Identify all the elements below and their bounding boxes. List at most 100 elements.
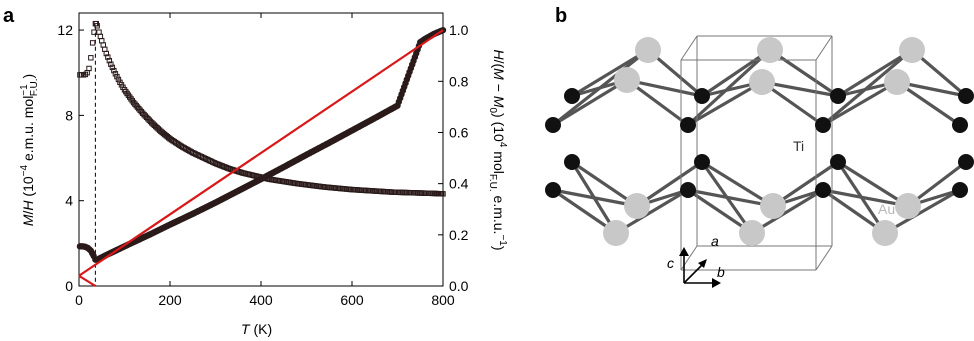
ti-atom xyxy=(952,117,968,133)
ti-atom xyxy=(694,154,710,170)
ti-atom xyxy=(680,182,696,198)
y-right-tick-label: 1.0 xyxy=(449,22,469,38)
fit-line-low-segment xyxy=(78,274,96,287)
au-atom xyxy=(614,67,640,93)
data-point xyxy=(102,46,108,52)
ti-atom xyxy=(564,154,580,170)
y-axis-right: 0.0 0.2 0.4 0.6 0.8 1.0 xyxy=(438,22,469,294)
bond xyxy=(700,48,772,98)
ti-atom xyxy=(958,88,974,104)
au-atom xyxy=(872,220,898,246)
ti-atom xyxy=(815,117,831,133)
ti-label: Ti xyxy=(793,138,804,154)
ti-atom xyxy=(830,88,846,104)
ti-atom xyxy=(958,154,974,170)
au-atom xyxy=(749,69,775,95)
y-right-tick-label: 0.6 xyxy=(449,124,469,140)
bond xyxy=(614,188,690,235)
ti-atom xyxy=(564,88,580,104)
ti-atom xyxy=(830,154,846,170)
data-point xyxy=(112,71,119,77)
ti-atom xyxy=(545,182,561,198)
ti-atom xyxy=(545,117,561,133)
panel-b-label: b xyxy=(555,5,567,27)
bond xyxy=(836,48,914,98)
au-atom xyxy=(757,37,783,63)
x-tick-label: 800 xyxy=(431,292,455,308)
data-point xyxy=(115,76,122,83)
au-label: Au xyxy=(878,201,895,217)
ti-atom xyxy=(680,117,696,133)
data-point xyxy=(96,29,102,35)
x-tick-label: 0 xyxy=(75,292,83,308)
bond xyxy=(551,48,650,127)
y-left-tick-label: 4 xyxy=(65,193,73,209)
bond xyxy=(836,160,910,208)
au-atom xyxy=(895,193,921,219)
bond xyxy=(821,80,899,127)
bond xyxy=(570,48,650,98)
axis-b-label: b xyxy=(717,264,725,280)
data-point xyxy=(103,50,109,57)
unit-cell-edge xyxy=(815,245,833,271)
data-point xyxy=(106,57,113,64)
au-atom xyxy=(884,69,910,95)
data-point xyxy=(86,65,92,72)
series-inverse-susceptibility xyxy=(76,26,447,263)
au-atom xyxy=(635,37,661,63)
atoms-layer xyxy=(545,37,974,246)
bond xyxy=(570,160,618,235)
bond xyxy=(821,188,910,208)
bond xyxy=(750,188,825,235)
series-susceptibility xyxy=(77,20,446,197)
bond xyxy=(771,160,840,208)
data-point xyxy=(114,73,120,80)
y-right-tick-label: 0.2 xyxy=(449,227,469,243)
data-point xyxy=(105,54,111,60)
data-point xyxy=(108,61,114,67)
chart-magnetic-susceptibility: 0 200 400 600 800 0 4 8 12 0.0 0.2 0.4 0.6 0.8 1.0 T… xyxy=(19,12,508,337)
bond xyxy=(686,188,775,208)
y-axis-left: 0 4 8 12 xyxy=(57,22,84,294)
bond xyxy=(686,80,764,127)
x-tick-label: 400 xyxy=(249,292,273,308)
crystal-structure-diagram: Au Ti a b c xyxy=(545,35,974,288)
bond xyxy=(768,48,840,98)
data-point xyxy=(99,38,105,44)
data-point xyxy=(91,29,97,35)
au-atom xyxy=(739,220,765,246)
panel-a-label: a xyxy=(3,5,15,27)
series-layer xyxy=(76,20,447,287)
bond xyxy=(551,78,629,127)
data-point xyxy=(89,40,96,46)
x-tick-label: 200 xyxy=(158,292,182,308)
data-point xyxy=(111,67,117,74)
au-atom xyxy=(899,37,925,63)
y-left-tick-label: 0 xyxy=(65,278,73,294)
ti-atom xyxy=(952,182,968,198)
data-point xyxy=(94,23,100,29)
bond xyxy=(836,160,887,235)
bond xyxy=(570,160,639,208)
x-axis: 0 200 400 600 800 xyxy=(75,13,455,308)
au-atom xyxy=(603,220,629,246)
x-axis-label: T (K) xyxy=(241,321,272,337)
bond xyxy=(700,160,754,235)
au-atom xyxy=(624,193,650,219)
y-right-tick-label: 0.4 xyxy=(449,176,469,192)
data-point xyxy=(109,64,116,71)
y-left-tick-label: 8 xyxy=(65,107,73,123)
y-axis-right-label: H/(M − M0) (104 molF.U. e.m.u.−1) xyxy=(487,49,508,250)
data-point xyxy=(100,42,106,48)
y-axis-left-label: M/H (10−4 e.m.u. mol−1F.U.) xyxy=(19,74,40,226)
axis-a-label: a xyxy=(711,233,719,249)
bond xyxy=(821,48,914,127)
y-right-tick-label: 0.0 xyxy=(449,278,469,294)
axis-c-label: c xyxy=(667,255,674,271)
curie-weiss-fit-line xyxy=(78,29,444,277)
x-tick-label: 600 xyxy=(340,292,364,308)
data-point xyxy=(97,33,104,40)
data-point xyxy=(88,55,94,61)
y-right-tick-label: 0.8 xyxy=(449,73,469,89)
